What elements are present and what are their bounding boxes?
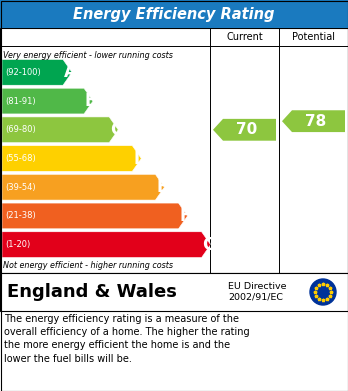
Text: (69-80): (69-80) <box>5 125 36 134</box>
Bar <box>0 0 348 28</box>
Text: F: F <box>180 207 191 225</box>
Text: C: C <box>110 121 122 139</box>
Polygon shape <box>2 232 211 258</box>
Text: Energy Efficiency Rating: Energy Efficiency Rating <box>73 7 275 22</box>
Text: (39-54): (39-54) <box>5 183 35 192</box>
Text: The energy efficiency rating is a measure of the
overall efficiency of a home. T: The energy efficiency rating is a measur… <box>4 314 250 364</box>
Text: D: D <box>133 149 147 167</box>
Text: 78: 78 <box>305 114 326 129</box>
Text: Current: Current <box>226 32 263 42</box>
Text: G: G <box>203 236 216 254</box>
Polygon shape <box>213 119 276 141</box>
Text: (1-20): (1-20) <box>5 240 30 249</box>
Polygon shape <box>2 117 118 143</box>
Text: (21-38): (21-38) <box>5 212 36 221</box>
Text: 70: 70 <box>236 122 257 137</box>
Polygon shape <box>2 174 164 200</box>
Text: B: B <box>85 92 98 110</box>
Text: A: A <box>64 63 77 81</box>
Text: (81-91): (81-91) <box>5 97 35 106</box>
Text: England & Wales: England & Wales <box>7 283 177 301</box>
Bar <box>0 28 348 273</box>
Polygon shape <box>282 110 345 132</box>
Polygon shape <box>2 203 188 229</box>
Polygon shape <box>2 59 72 85</box>
Text: E: E <box>156 178 168 196</box>
Bar <box>0 273 348 311</box>
Circle shape <box>310 279 336 305</box>
Text: (55-68): (55-68) <box>5 154 36 163</box>
Text: (92-100): (92-100) <box>5 68 41 77</box>
Polygon shape <box>2 145 141 171</box>
Polygon shape <box>2 88 93 114</box>
Text: Very energy efficient - lower running costs: Very energy efficient - lower running co… <box>3 50 173 59</box>
Text: Not energy efficient - higher running costs: Not energy efficient - higher running co… <box>3 262 173 271</box>
Text: EU Directive
2002/91/EC: EU Directive 2002/91/EC <box>228 282 286 302</box>
Text: Potential: Potential <box>292 32 335 42</box>
